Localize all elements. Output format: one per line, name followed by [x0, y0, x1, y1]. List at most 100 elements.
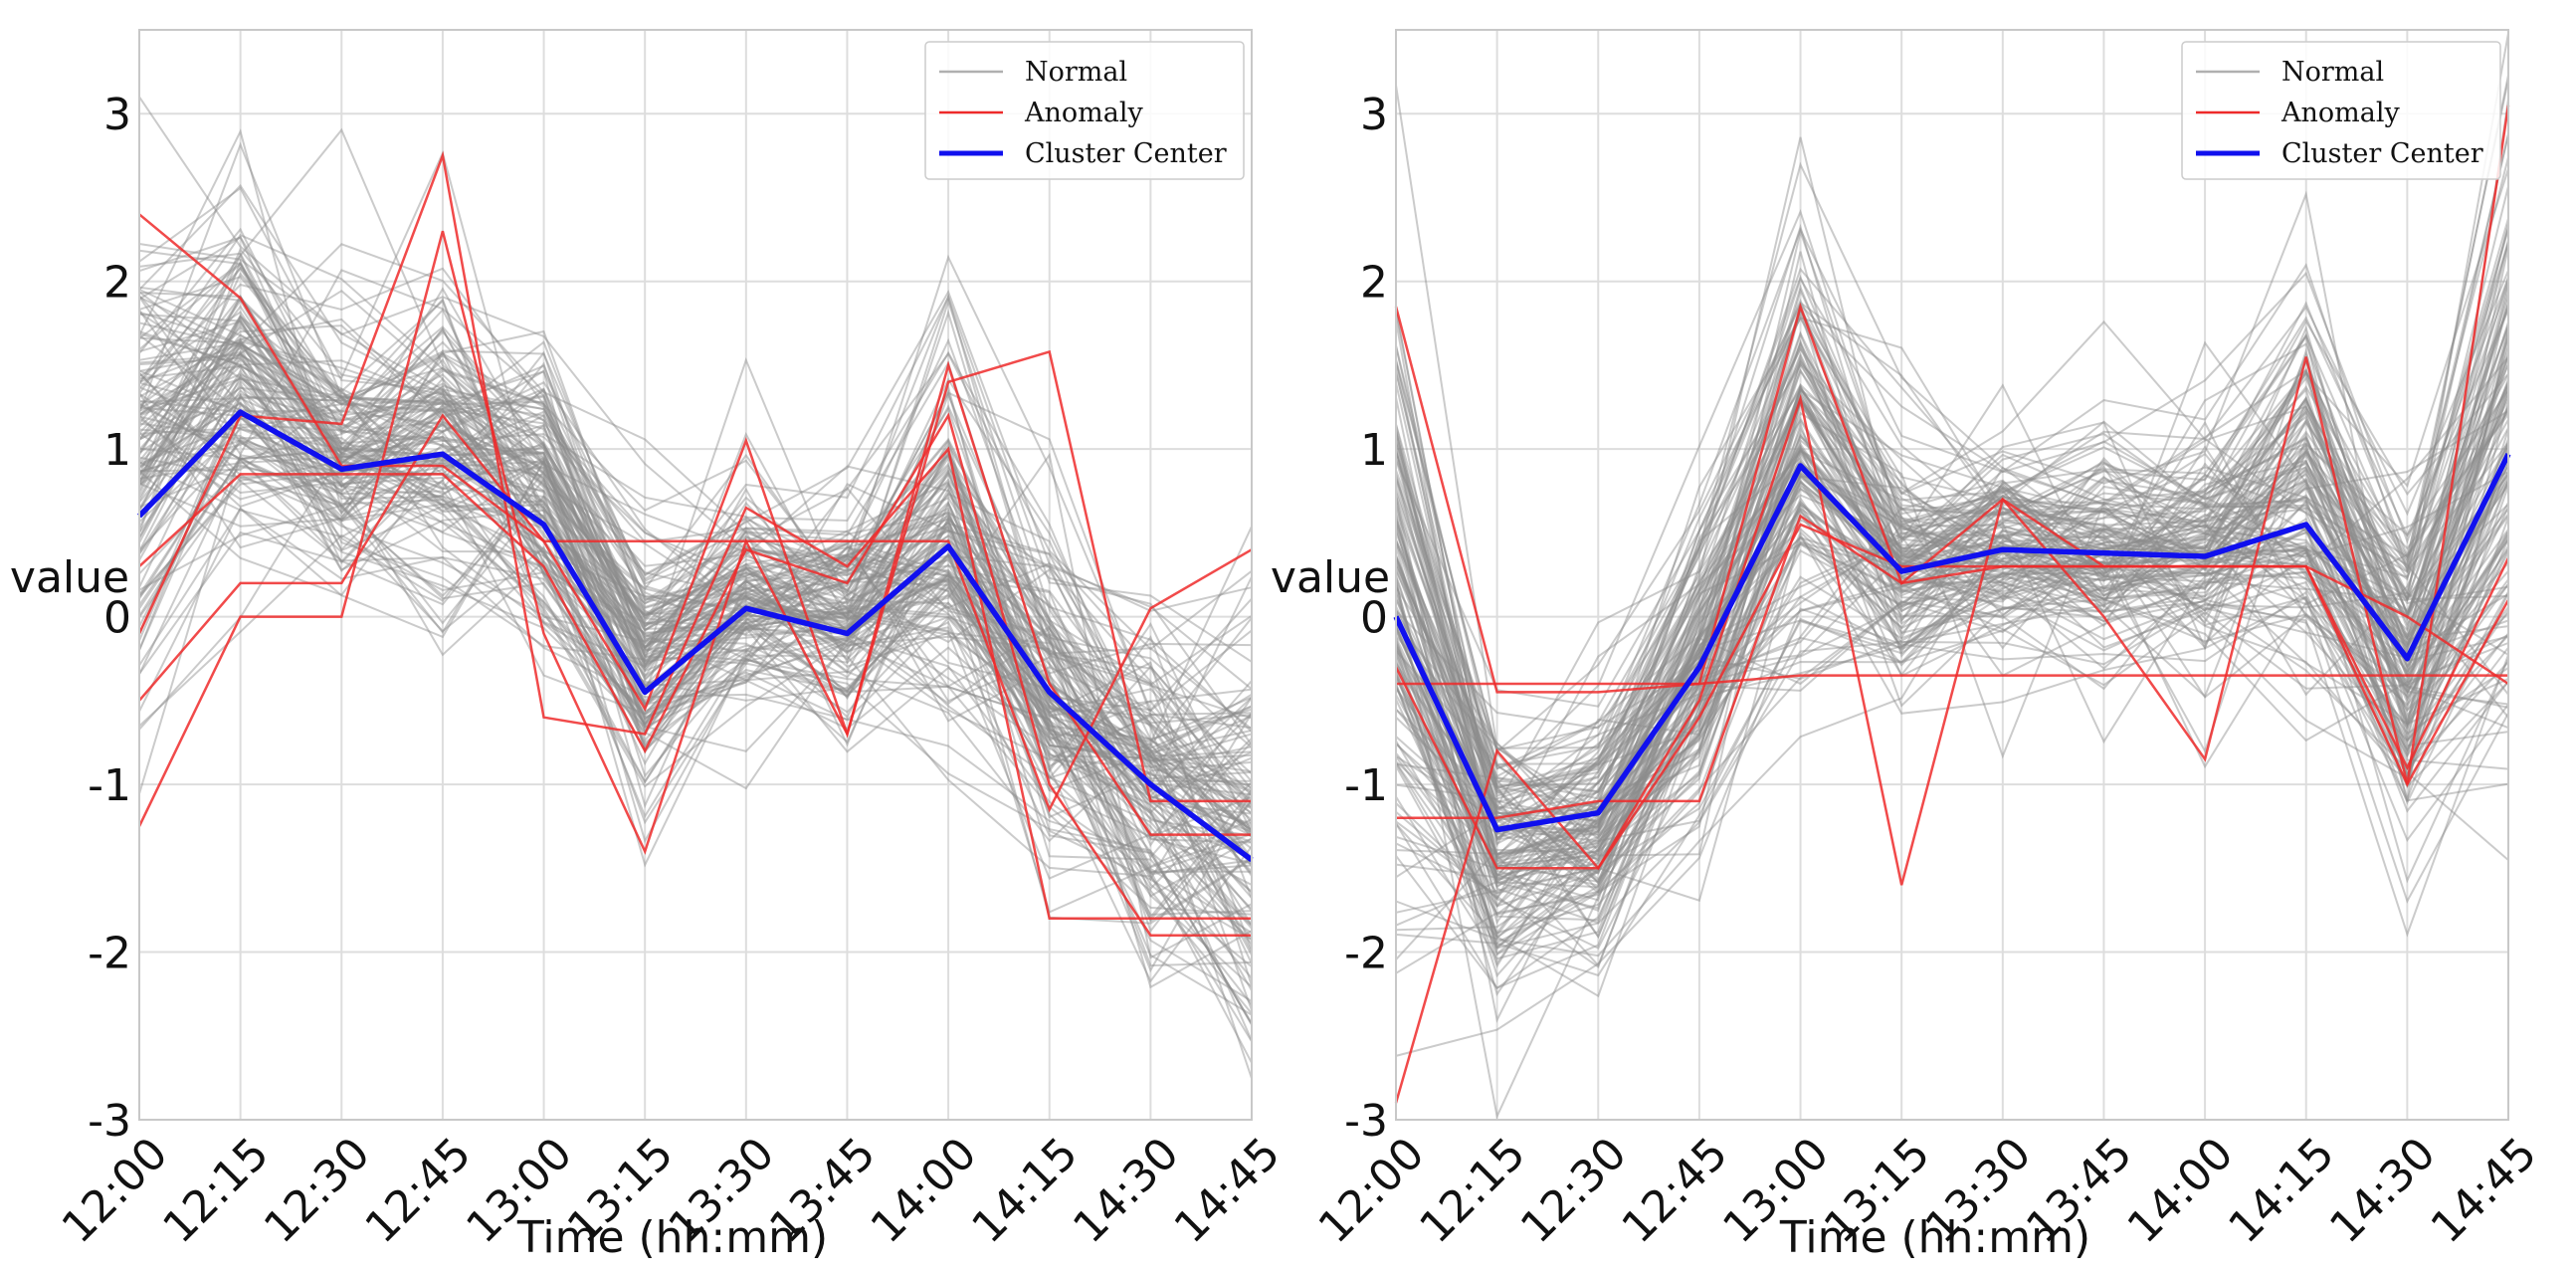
normal-series-line — [1395, 471, 2509, 927]
normal-series-line — [1395, 286, 2509, 800]
x-tick-label: 12:45 — [356, 1128, 482, 1253]
normal-series-line — [138, 233, 1253, 612]
normal-series-line — [138, 349, 1253, 810]
normal-series-line — [138, 350, 1253, 833]
normal-series-line — [138, 313, 1253, 749]
x-tick-label: 14:45 — [1165, 1128, 1290, 1253]
x-tick-label: 12:00 — [53, 1128, 178, 1253]
normal-series-line — [138, 372, 1253, 860]
normal-series-line — [1395, 397, 2509, 859]
normal-series-line — [1395, 239, 2509, 824]
normal-series-line — [1395, 362, 2509, 765]
normal-series-line — [138, 401, 1253, 875]
normal-series-line — [1395, 33, 2509, 797]
plot-frame — [1395, 29, 2509, 1121]
plot-frame — [138, 29, 1253, 1121]
normal-series-line — [1395, 538, 2509, 883]
y-axis-label: value — [10, 552, 129, 603]
normal-series-line — [138, 318, 1253, 838]
normal-series-line — [1395, 421, 2509, 865]
normal-series-line — [1395, 338, 2509, 875]
normal-series-line — [138, 459, 1253, 1006]
normal-series-line — [1395, 356, 2509, 860]
normal-series-line — [1395, 473, 2509, 881]
cluster-center-line — [137, 409, 1254, 863]
normal-series-line — [138, 272, 1253, 791]
normal-series-line — [1395, 321, 2509, 842]
normal-series-line — [138, 236, 1253, 713]
normal-series-line — [1395, 340, 2509, 871]
normal-series-line — [138, 465, 1253, 861]
normal-series-line — [138, 252, 1253, 837]
normal-series-line — [138, 327, 1253, 835]
normal-series-line — [1395, 452, 2509, 853]
y-tick-label: 1 — [1360, 425, 1388, 476]
normal-series-line — [1395, 388, 2509, 811]
x-tick-label: 14:00 — [862, 1128, 987, 1253]
legend-cluster-center: Cluster Center — [1025, 138, 1227, 169]
normal-series-line — [1395, 301, 2509, 811]
normal-series-line — [138, 296, 1253, 798]
y-tick-label: -3 — [1344, 1096, 1388, 1147]
normal-series-line — [1395, 353, 2509, 879]
normal-series-line — [1395, 368, 2509, 842]
normal-series-line — [138, 399, 1253, 927]
normal-series-line — [138, 364, 1253, 789]
normal-series-line — [138, 428, 1253, 954]
normal-series-line — [138, 451, 1253, 967]
normal-series-line — [1395, 371, 2509, 940]
x-tick-label: 12:15 — [153, 1128, 279, 1253]
normal-series-line — [1395, 276, 2509, 793]
normal-series-line — [1395, 420, 2509, 881]
normal-series-line — [1395, 228, 2509, 789]
y-tick-label: -2 — [1344, 929, 1388, 979]
y-tick-label: 2 — [103, 258, 131, 309]
legend-anomaly: Anomaly — [1024, 98, 1143, 128]
normal-series-line — [1395, 399, 2509, 902]
normal-series-line — [1395, 362, 2509, 862]
normal-series-line — [138, 376, 1253, 808]
normal-series-line — [1395, 398, 2509, 939]
anomaly-series-line — [1394, 523, 2510, 870]
normal-series-line — [138, 459, 1253, 830]
normal-series-line — [1395, 353, 2509, 877]
normal-series-line — [1395, 168, 2509, 767]
normal-series-line — [138, 298, 1253, 769]
normal-series-line — [138, 345, 1253, 773]
normal-series-line — [1395, 368, 2509, 793]
normal-series-line — [1395, 354, 2509, 967]
normal-series-line — [1395, 208, 2509, 786]
normal-series-line — [1395, 456, 2509, 895]
normal-series-line — [138, 266, 1253, 720]
normal-series-line — [1395, 530, 2509, 938]
normal-series-line — [138, 252, 1253, 691]
normal-series-line — [138, 295, 1253, 801]
normal-series-line — [138, 286, 1253, 775]
normal-series-line — [1395, 438, 2509, 989]
anomaly-series-line — [1396, 674, 2508, 686]
normal-series-line — [138, 401, 1253, 935]
normal-series-line — [138, 141, 1253, 860]
normal-series-line — [138, 247, 1253, 764]
normal-series-line — [138, 267, 1253, 741]
normal-series-line — [1395, 223, 2509, 879]
x-tick-label: 14:30 — [2320, 1128, 2446, 1253]
normal-series-line — [1395, 550, 2509, 974]
y-axis-label: value — [1271, 552, 1390, 603]
normal-series-line — [138, 390, 1253, 743]
normal-series-line — [1395, 284, 2509, 889]
normal-series-line — [138, 127, 1253, 651]
normal-series-line — [138, 227, 1253, 1079]
x-tick-label: 12:30 — [255, 1128, 380, 1253]
normal-series-line — [138, 186, 1253, 731]
normal-series-line — [1395, 394, 2509, 888]
x-tick-label: 14:15 — [962, 1128, 1088, 1253]
normal-series-line — [1395, 396, 2509, 839]
normal-series-line — [1395, 190, 2509, 787]
cluster-center-line — [1393, 452, 2511, 833]
normal-series-line — [1395, 311, 2509, 840]
normal-series-line — [138, 364, 1253, 827]
normal-series-line — [1395, 337, 2509, 858]
normal-series-line — [1395, 480, 2509, 949]
